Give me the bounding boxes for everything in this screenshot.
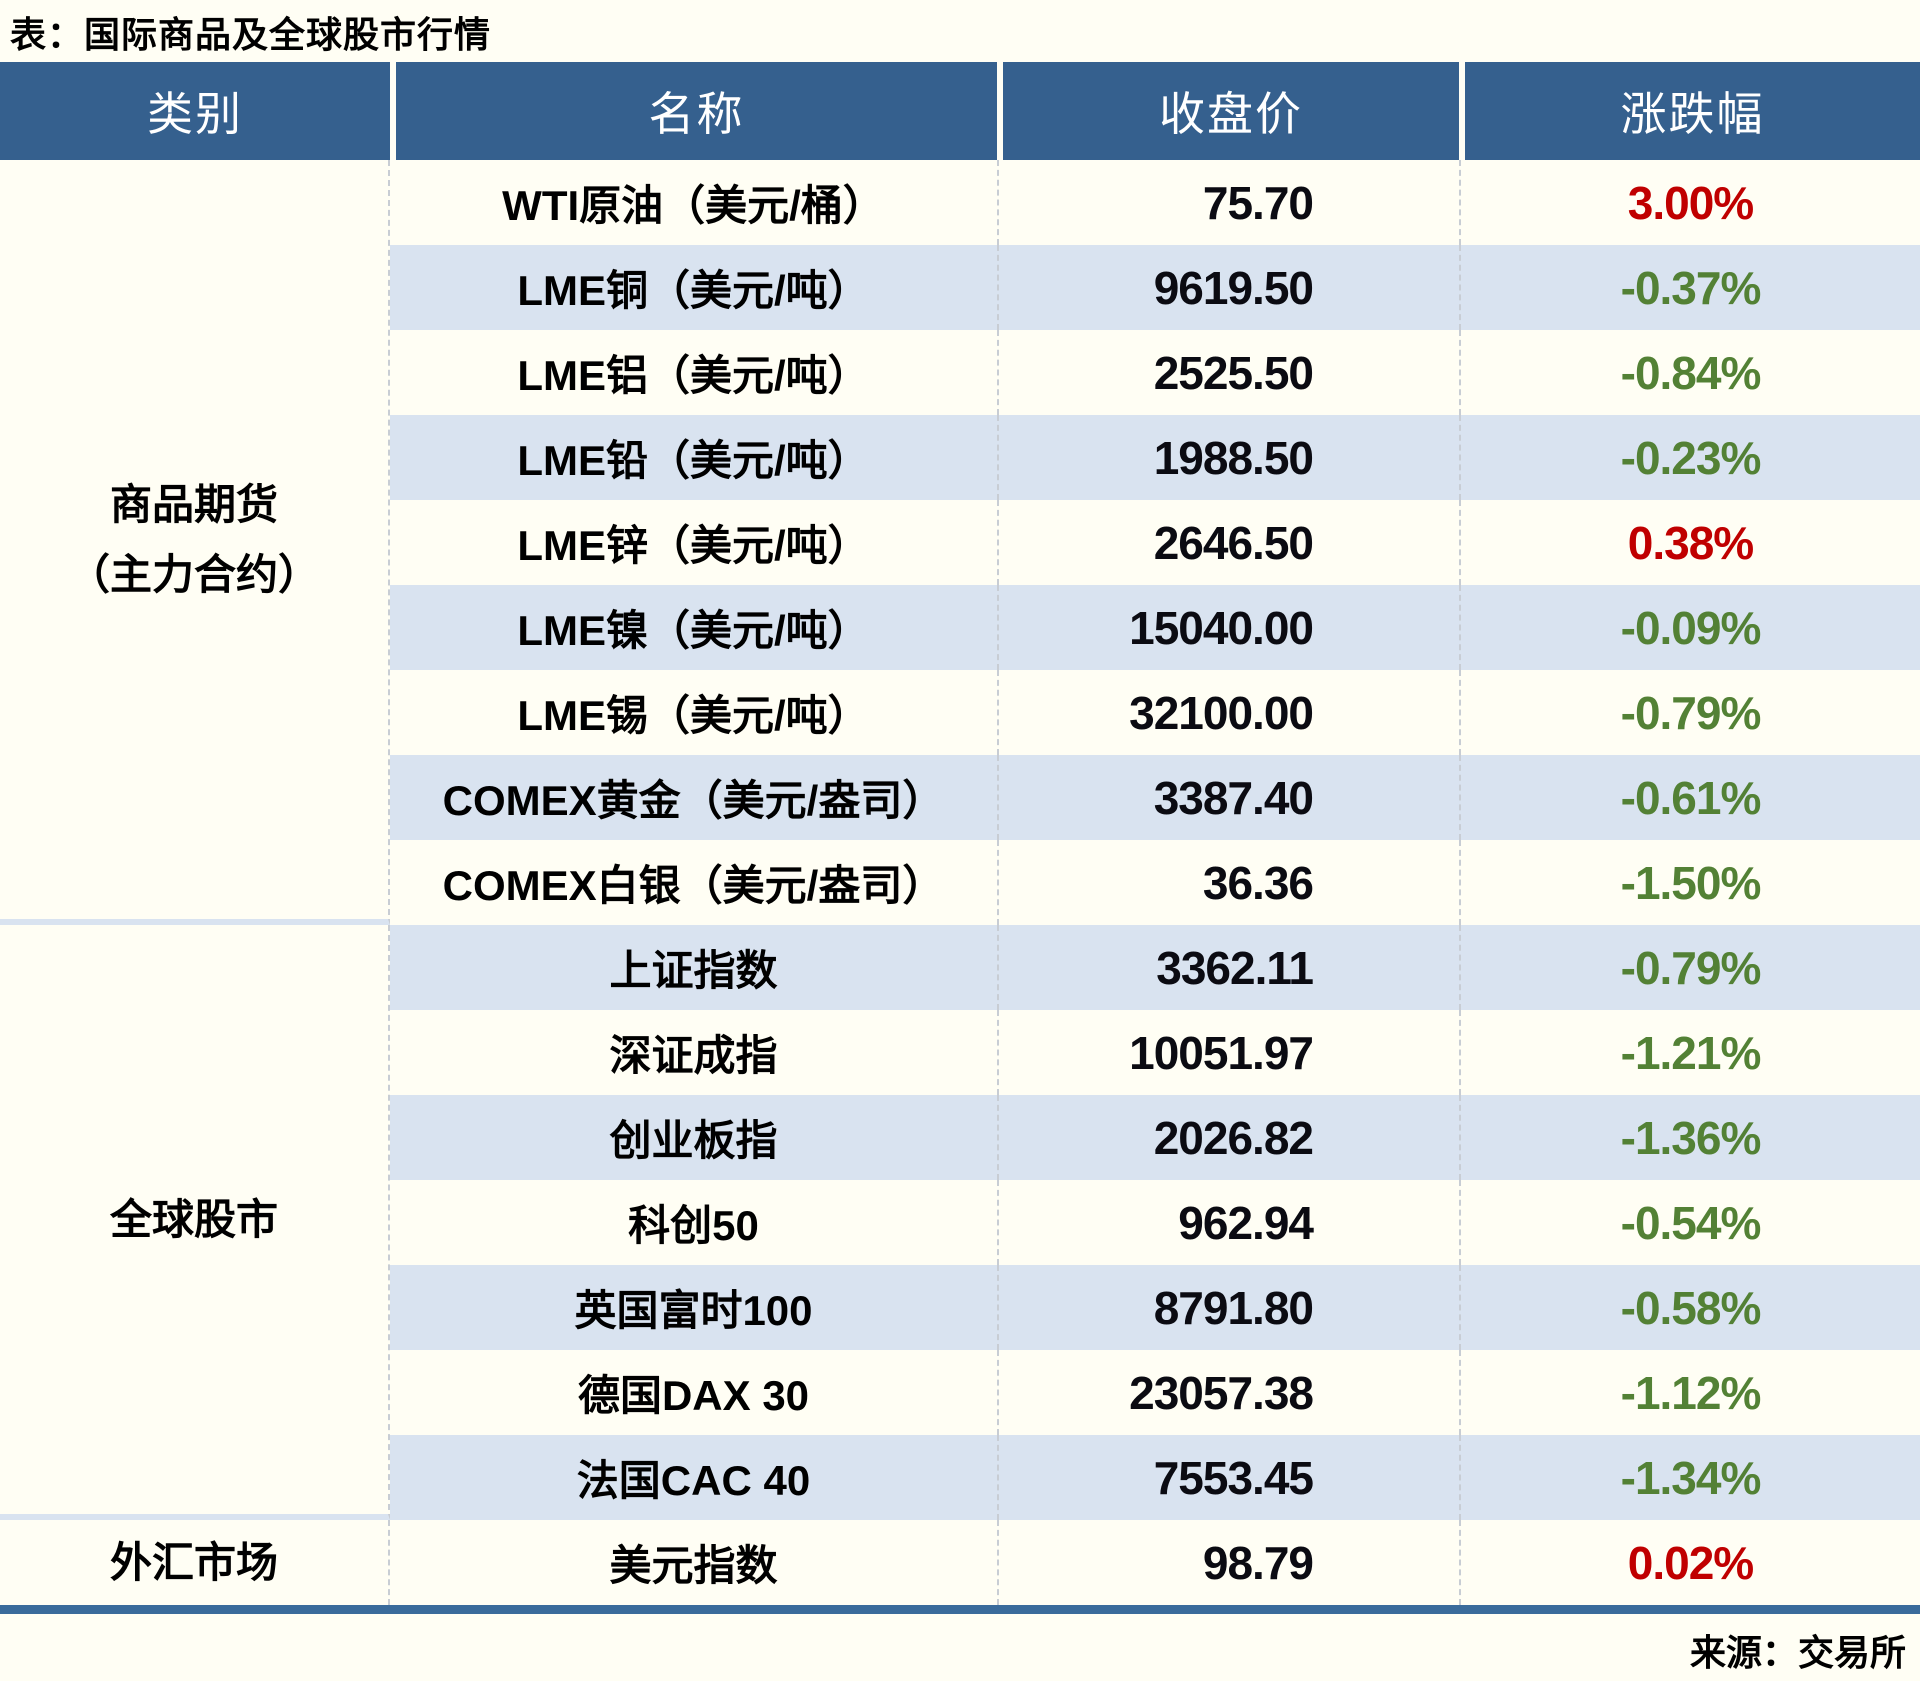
close-cell: 98.79 <box>997 1520 1459 1605</box>
category-label-line: 外汇市场 <box>109 1538 278 1586</box>
close-cell: 75.70 <box>997 160 1459 245</box>
header-cell-change: 涨跌幅 <box>1459 62 1920 160</box>
header-cell-close: 收盘价 <box>997 62 1459 160</box>
change-cell: -0.84% <box>1459 330 1920 415</box>
change-cell: -1.12% <box>1459 1350 1920 1435</box>
name-cell: LME铝（美元/吨） <box>517 352 870 399</box>
name-cell: COMEX白银（美元/盎司） <box>442 862 945 909</box>
close-cell: 3387.40 <box>997 755 1459 840</box>
change-cell: -0.79% <box>1459 925 1920 1010</box>
close-cell: 2646.50 <box>997 500 1459 585</box>
change-cell: -1.50% <box>1459 840 1920 925</box>
close-cell: 15040.00 <box>997 585 1459 670</box>
name-cell: 科创50 <box>628 1202 759 1249</box>
close-cell: 2525.50 <box>997 330 1459 415</box>
change-cell: -1.36% <box>1459 1095 1920 1180</box>
category-cell-commodity-futures: 商品期货 （主力合约） <box>0 160 390 925</box>
name-cell: LME锌（美元/吨） <box>517 522 870 569</box>
source-note: 来源：交易所 <box>1689 1632 1906 1673</box>
change-cell: -0.23% <box>1459 415 1920 500</box>
change-cell: -0.54% <box>1459 1180 1920 1265</box>
bottom-rule <box>0 1605 1920 1614</box>
name-cell: 深证成指 <box>609 1032 778 1079</box>
change-cell: 0.38% <box>1459 500 1920 585</box>
category-label-line: （主力合约） <box>67 550 320 598</box>
name-cell: 英国富时100 <box>390 1265 997 1350</box>
quote-table: 类别 名称 收盘价 涨跌幅 商品期货 （主力合约） 全球股市 外汇市场 WTI原… <box>0 62 1920 1605</box>
close-cell: 10051.97 <box>997 1010 1459 1095</box>
page-title: 表：国际商品及全球股市行情 <box>10 14 492 55</box>
header-cell-name: 名称 <box>390 62 997 160</box>
name-cell: 法国CAC 40 <box>390 1435 997 1520</box>
category-label-line: 商品期货 <box>109 481 278 529</box>
category-cell-fx-market: 外汇市场 <box>0 1520 390 1605</box>
change-cell: -0.79% <box>1459 670 1920 755</box>
change-cell: 0.02% <box>1459 1520 1920 1605</box>
change-cell: -0.58% <box>1459 1265 1920 1350</box>
close-cell: 36.36 <box>997 840 1459 925</box>
name-cell: LME铅（美元/吨） <box>390 415 997 500</box>
source-bar: 来源：交易所 <box>0 1614 1920 1676</box>
name-cell: LME镍（美元/吨） <box>390 585 997 670</box>
name-cell: WTI原油（美元/桶） <box>502 182 885 229</box>
name-cell: COMEX黄金（美元/盎司） <box>390 755 997 840</box>
change-cell: -0.61% <box>1459 755 1920 840</box>
name-cell: 创业板指 <box>390 1095 997 1180</box>
close-cell: 32100.00 <box>997 670 1459 755</box>
close-cell: 9619.50 <box>997 245 1459 330</box>
name-cell: 美元指数 <box>609 1542 778 1589</box>
close-cell: 1988.50 <box>997 415 1459 500</box>
close-cell: 8791.80 <box>997 1265 1459 1350</box>
close-cell: 7553.45 <box>997 1435 1459 1520</box>
change-cell: -1.21% <box>1459 1010 1920 1095</box>
category-cell-global-stocks: 全球股市 <box>0 925 390 1520</box>
close-cell: 2026.82 <box>997 1095 1459 1180</box>
title-bar: 表：国际商品及全球股市行情 <box>0 0 1920 62</box>
change-cell: -0.09% <box>1459 585 1920 670</box>
change-cell: -1.34% <box>1459 1435 1920 1520</box>
close-cell: 3362.11 <box>997 925 1459 1010</box>
category-label-line: 全球股市 <box>109 1195 278 1243</box>
name-cell: LME锡（美元/吨） <box>517 692 870 739</box>
header-cell-category: 类别 <box>0 62 390 160</box>
change-cell: 3.00% <box>1459 160 1920 245</box>
close-cell: 23057.38 <box>997 1350 1459 1435</box>
name-cell: LME铜（美元/吨） <box>390 245 997 330</box>
change-cell: -0.37% <box>1459 245 1920 330</box>
close-cell: 962.94 <box>997 1180 1459 1265</box>
name-cell: 上证指数 <box>390 925 997 1010</box>
name-cell: 德国DAX 30 <box>577 1372 810 1419</box>
